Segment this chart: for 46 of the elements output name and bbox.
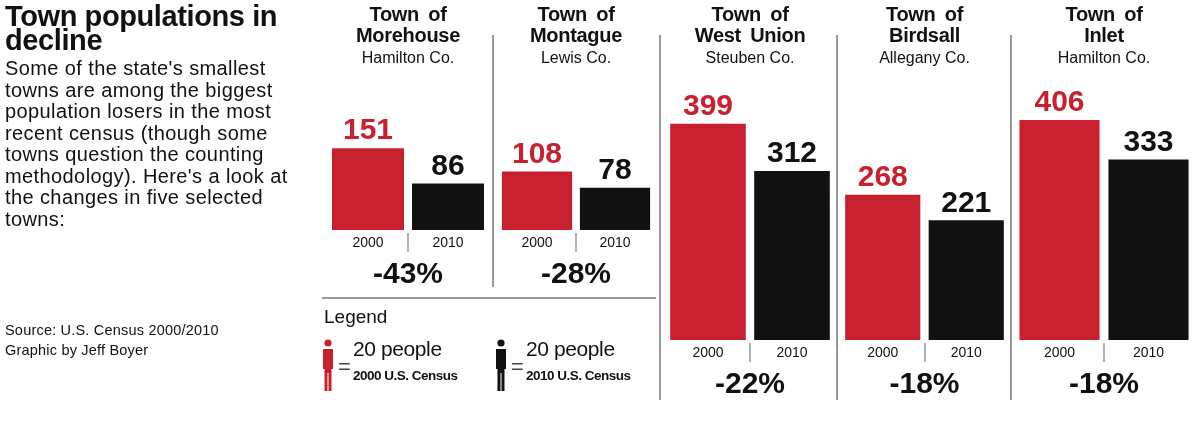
x-tick-label: 2010: [950, 344, 983, 361]
x-tick-label: 2000: [867, 344, 899, 361]
data-label: 399: [682, 88, 734, 122]
text: -28%: [540, 256, 612, 290]
text: -22%: [714, 366, 786, 400]
text: 2010 U.S. Census: [526, 368, 631, 384]
data-label: 108: [511, 135, 563, 169]
legend-title: Legend: [324, 306, 388, 328]
x-tick-label: 2010: [776, 344, 808, 361]
data-label: 406: [1034, 84, 1085, 118]
data-label: 221: [941, 184, 992, 218]
text: -18%: [1068, 366, 1140, 400]
text: -43%: [372, 256, 444, 290]
source-note: Source: U.S. Census 2000/2010: [5, 321, 219, 340]
x-tick-label: 2010: [1132, 344, 1165, 361]
chart-title: Town of Morehouse: [355, 3, 461, 46]
text: -18%: [889, 366, 960, 400]
chart-subtitle: Allegany Co.: [878, 48, 971, 68]
x-tick-label: 2000: [1043, 344, 1076, 361]
data-label: 151: [342, 112, 394, 146]
chart-subtitle: Hamilton Co.: [1056, 48, 1152, 68]
x-tick-label: 2000: [352, 234, 384, 251]
text: 20 people: [353, 337, 442, 361]
x-tick-label: 2010: [432, 234, 464, 251]
x-tick-label: 2000: [692, 344, 724, 361]
text: =: [338, 354, 351, 379]
data-label: 268: [857, 159, 908, 193]
chart-title: Town of West Union: [693, 3, 807, 46]
x-tick-label: 2000: [521, 234, 553, 251]
text: Graphic by Jeff Boyer: [5, 341, 150, 360]
data-label: 333: [1123, 123, 1174, 157]
data-label: 312: [766, 135, 818, 169]
chart-title: Town of Birdsall: [884, 3, 965, 46]
chart-title: Town of Montague: [528, 3, 623, 46]
x-tick-label: 2010: [599, 234, 631, 251]
chart-subtitle: Lewis Co.: [539, 48, 613, 68]
text: 20 people: [526, 337, 615, 361]
text: 2000 U.S. Census: [353, 368, 458, 384]
text: Town populations in decline: [5, 0, 279, 56]
chart-subtitle: Steuben Co.: [704, 48, 796, 68]
text: Some of the state's smallest towns are among the biggest population losers in the most recent census (though some towns question the counting methodology). Here's a look at the changes in five selected towns:: [5, 57, 289, 230]
chart-title: Town of Inlet: [1064, 3, 1144, 46]
text: =: [511, 354, 524, 379]
chart-subtitle: Hamilton Co.: [360, 48, 456, 68]
data-label: 86: [431, 147, 465, 181]
data-label: 78: [598, 152, 632, 185]
